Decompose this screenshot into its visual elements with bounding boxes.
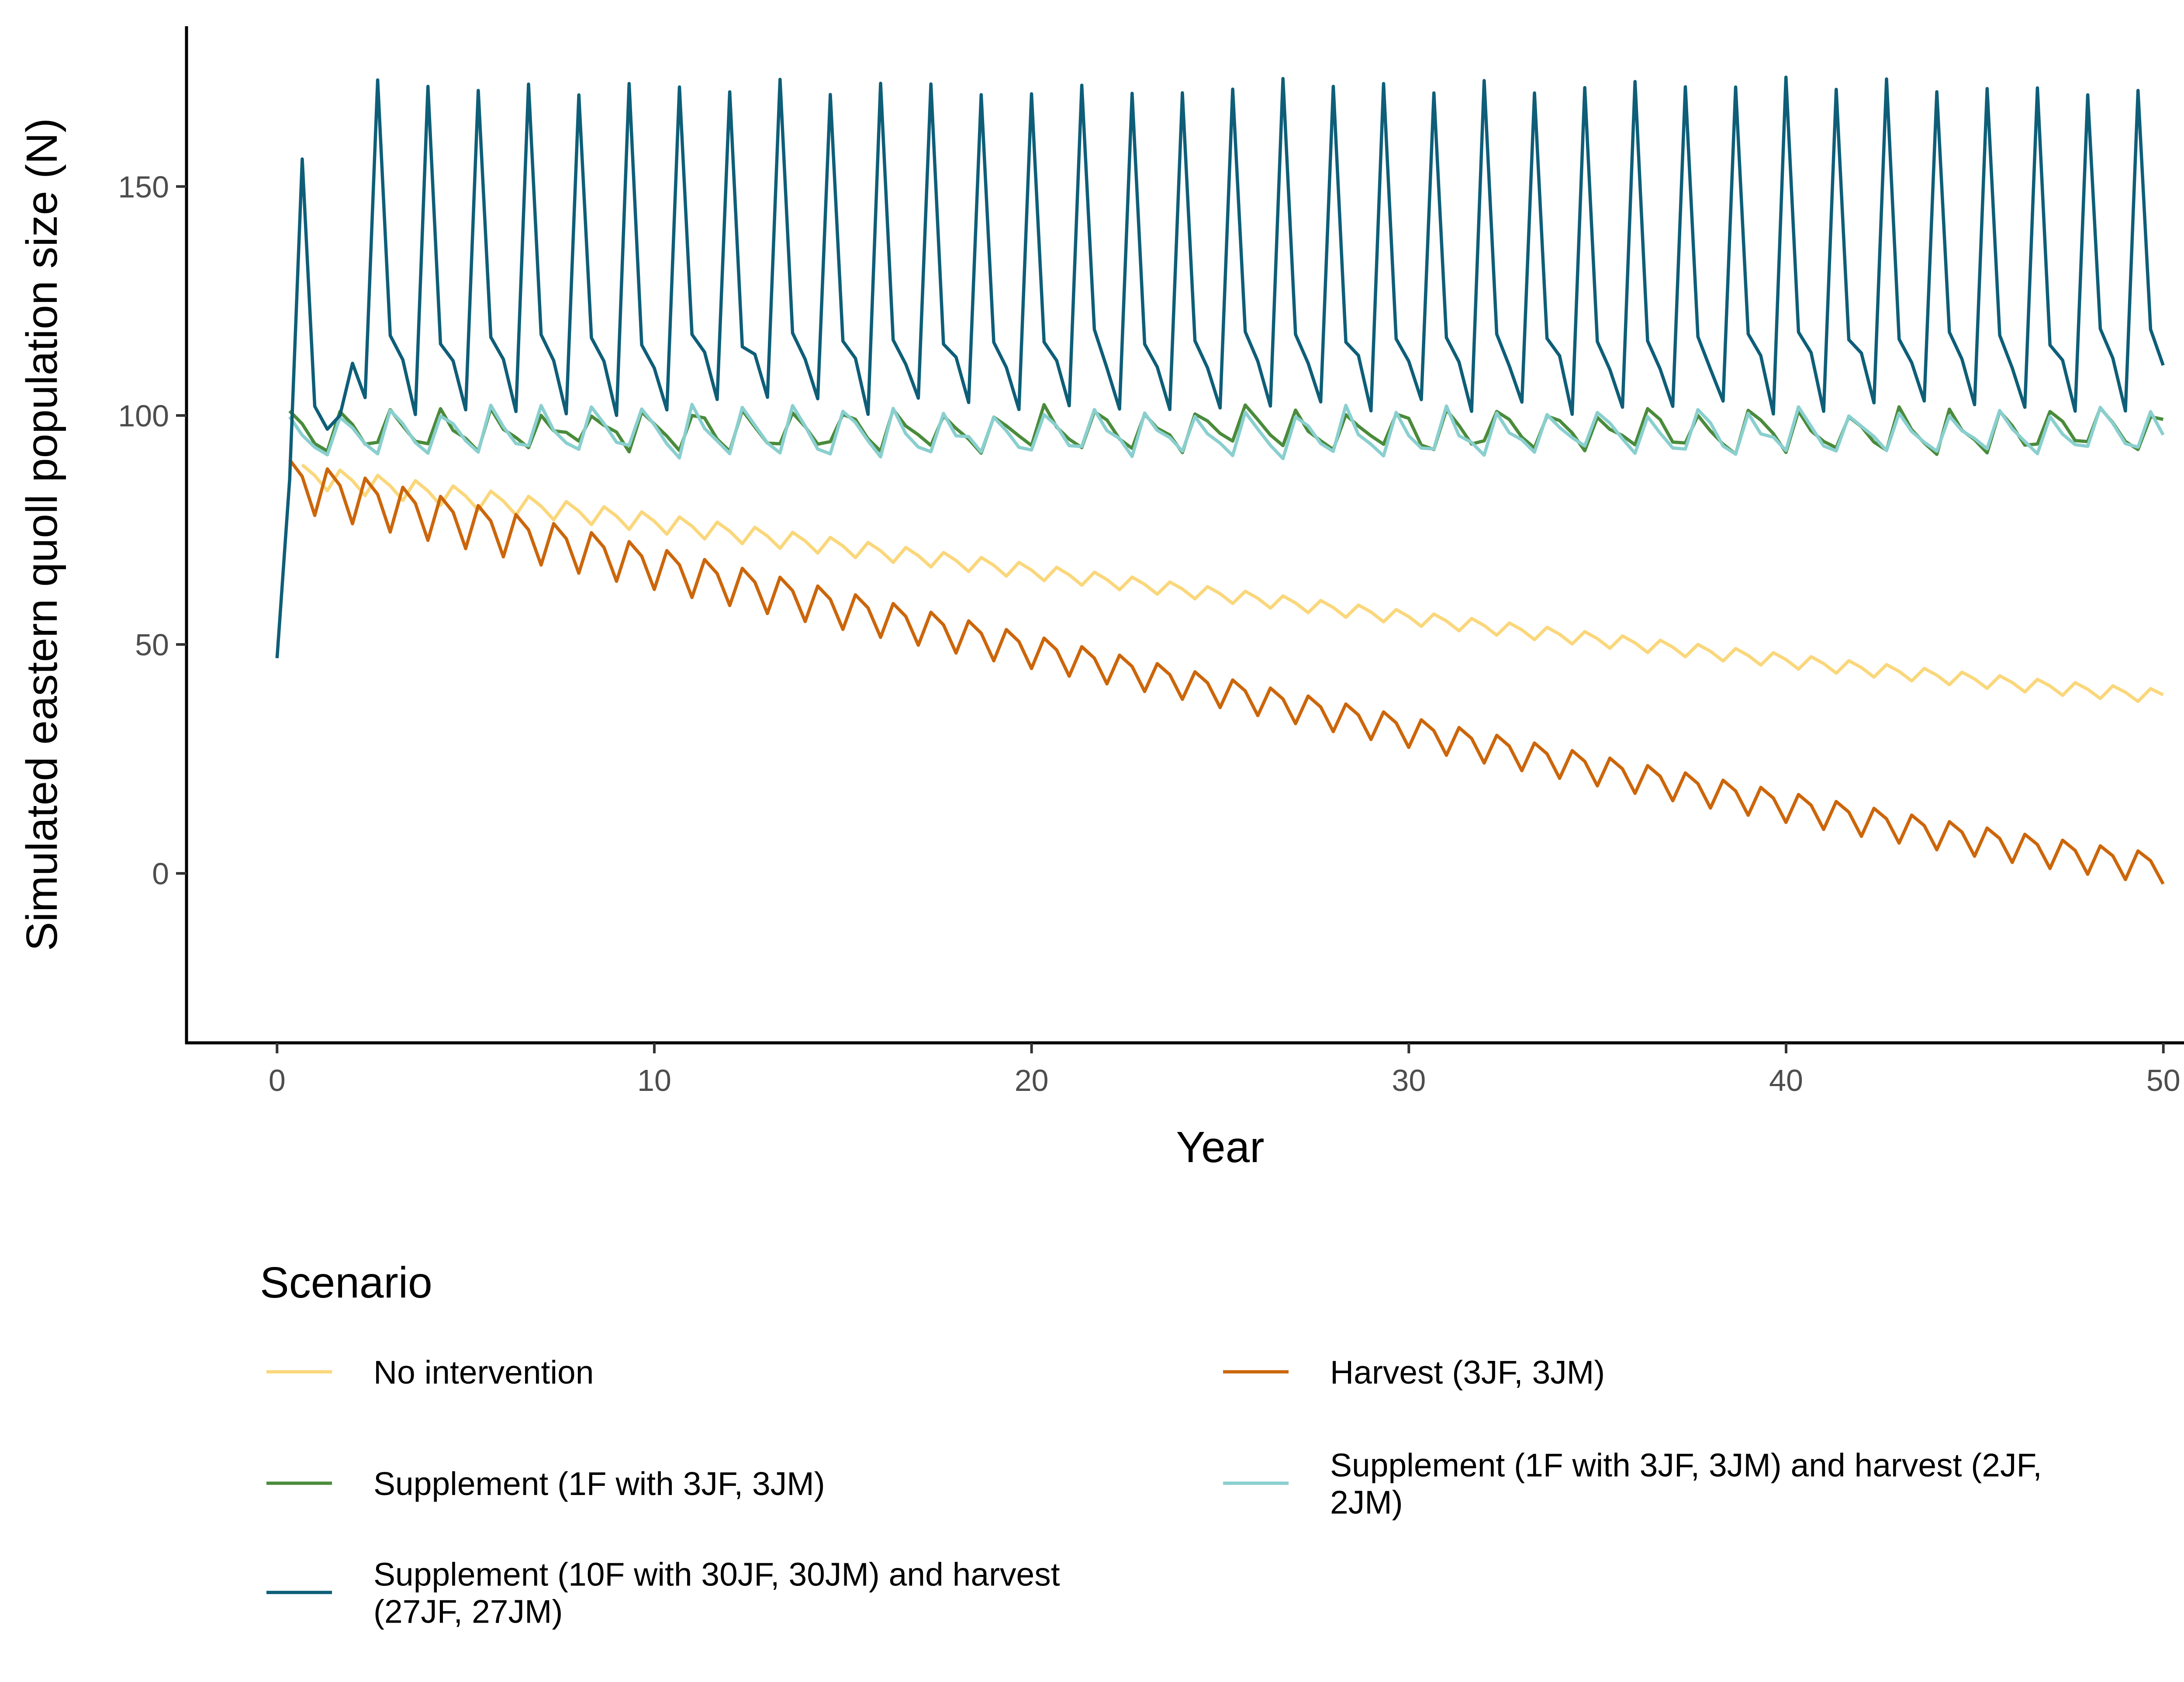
x-tick-label: 20 [1015, 1063, 1049, 1097]
legend-label: Supplement (1F with 3JF, 3JM) and harves… [1330, 1447, 2042, 1484]
series-line [275, 75, 2165, 658]
y-ticks: 0 50 100 150 [118, 170, 187, 891]
legend-label: (27JF, 27JM) [373, 1593, 563, 1630]
x-tick-label: 0 [269, 1063, 286, 1097]
y-axis-title: Simulated eastern quoll population size … [17, 118, 66, 951]
legend-item: No intervention [266, 1354, 594, 1391]
legend-label: Harvest (3JF, 3JM) [1330, 1354, 1605, 1391]
legend-item: Supplement (1F with 3JF, 3JM) [266, 1465, 825, 1502]
x-axis-title: Year [1176, 1123, 1264, 1172]
legend-label: 2JM) [1330, 1484, 1403, 1521]
axes: 0 10 20 30 40 50 0 50 100 150 [118, 26, 2184, 1097]
x-tick-label: 10 [637, 1063, 671, 1097]
legend-item: Supplement (1F with 3JF, 3JM) and harves… [1223, 1447, 2042, 1521]
legend-items: No intervention Harvest (3JF, 3JM) Supplem… [266, 1354, 2042, 1630]
y-tick-label: 150 [118, 170, 169, 204]
legend-item: Supplement (10F with 30JF, 30JM) and har… [266, 1556, 1060, 1630]
legend-item: Harvest (3JF, 3JM) [1223, 1354, 1605, 1391]
series-line [301, 464, 2164, 703]
y-tick-label: 50 [135, 628, 169, 662]
legend-title: Scenario [260, 1258, 432, 1307]
x-tick-label: 40 [1769, 1063, 1803, 1097]
legend: Scenario No intervention Harvest (3JF, 3J… [260, 1258, 2042, 1630]
legend-label: Supplement (10F with 30JF, 30JM) and har… [373, 1556, 1060, 1593]
x-tick-label: 50 [2146, 1063, 2181, 1097]
y-tick-label: 0 [152, 857, 169, 891]
legend-label: No intervention [373, 1354, 594, 1391]
x-tick-label: 30 [1392, 1063, 1426, 1097]
plot-lines [275, 75, 2165, 885]
y-tick-label: 100 [118, 399, 169, 433]
series-line [288, 402, 2165, 460]
x-ticks: 0 10 20 30 40 50 [269, 1043, 2181, 1097]
legend-label: Supplement (1F with 3JF, 3JM) [373, 1465, 825, 1502]
series-line [288, 459, 2165, 885]
